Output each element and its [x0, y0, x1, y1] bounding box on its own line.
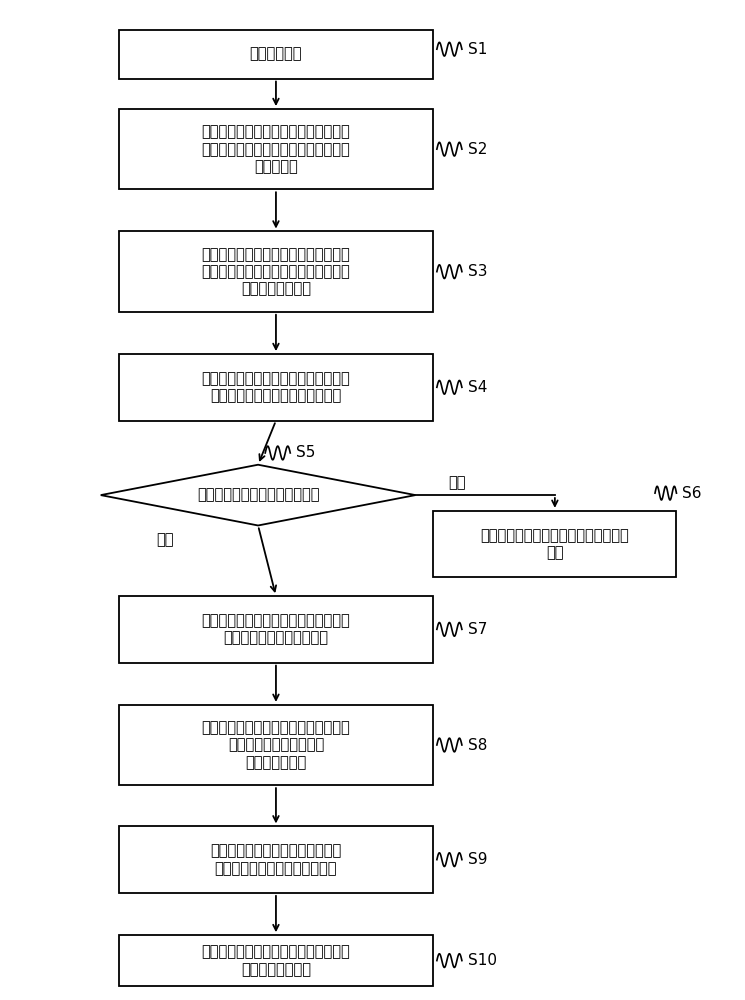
Text: 若否: 若否: [448, 475, 466, 490]
Bar: [118, 30, 434, 79]
Text: 基于第三语音片段和第二语音片段训练
生成语音识别模型: 基于第三语音片段和第二语音片段训练 生成语音识别模型: [202, 944, 350, 977]
Text: 获取字错率最低的基准语音识别模型对
第三语音片段识别后生成
的待纠正识别文: 获取字错率最低的基准语音识别模型对 第三语音片段识别后生成 的待纠正识别文: [202, 720, 350, 770]
Bar: [118, 935, 434, 986]
Text: 则将文本得分对应的第一语音片段进行
删除: 则将文本得分对应的第一语音片段进行 删除: [481, 528, 630, 560]
Text: S4: S4: [468, 380, 487, 395]
Text: S7: S7: [468, 622, 487, 637]
Text: 利用第二语音片段训练多个基准模型，
以生成多个具有语音识别能力的基准语
音识别模型: 利用第二语音片段训练多个基准模型， 以生成多个具有语音识别能力的基准语 音识别模…: [202, 124, 350, 174]
Bar: [118, 354, 434, 421]
Text: S3: S3: [468, 264, 487, 279]
Text: 则将文本得分对应的第一语音片段筛选
出来，以作为第三语音片段: 则将文本得分对应的第一语音片段筛选 出来，以作为第三语音片段: [202, 613, 350, 646]
Text: S2: S2: [468, 142, 487, 157]
Text: S5: S5: [296, 445, 315, 460]
Text: 计算每两个识别文本间的相似度值，以
确定第一语音片段对应的文本得分: 计算每两个识别文本间的相似度值，以 确定第一语音片段对应的文本得分: [202, 371, 350, 403]
Bar: [434, 511, 676, 577]
Bar: [118, 826, 434, 893]
Text: S1: S1: [468, 42, 487, 57]
Text: S9: S9: [468, 852, 487, 867]
Text: S10: S10: [468, 953, 497, 968]
Polygon shape: [101, 465, 416, 525]
Text: 判断文本得分是否大于预设阈值: 判断文本得分是否大于预设阈值: [197, 488, 320, 503]
Text: S8: S8: [468, 738, 487, 752]
Bar: [118, 705, 434, 785]
Bar: [118, 109, 434, 189]
Text: 若是: 若是: [156, 532, 174, 547]
Text: 获取训练样本: 获取训练样本: [250, 47, 302, 62]
Text: 将第一语音片段分别输入多个预设的不
同的基准语音识别模型中进行识别，以
获取多个识别文本: 将第一语音片段分别输入多个预设的不 同的基准语音识别模型中进行识别，以 获取多个…: [202, 247, 350, 297]
Text: S6: S6: [682, 486, 702, 501]
Bar: [118, 596, 434, 663]
Text: 对待纠正识别文本进行纠正后，以
获取第三语音片段对应的伪标签: 对待纠正识别文本进行纠正后，以 获取第三语音片段对应的伪标签: [210, 843, 341, 876]
Bar: [118, 231, 434, 312]
